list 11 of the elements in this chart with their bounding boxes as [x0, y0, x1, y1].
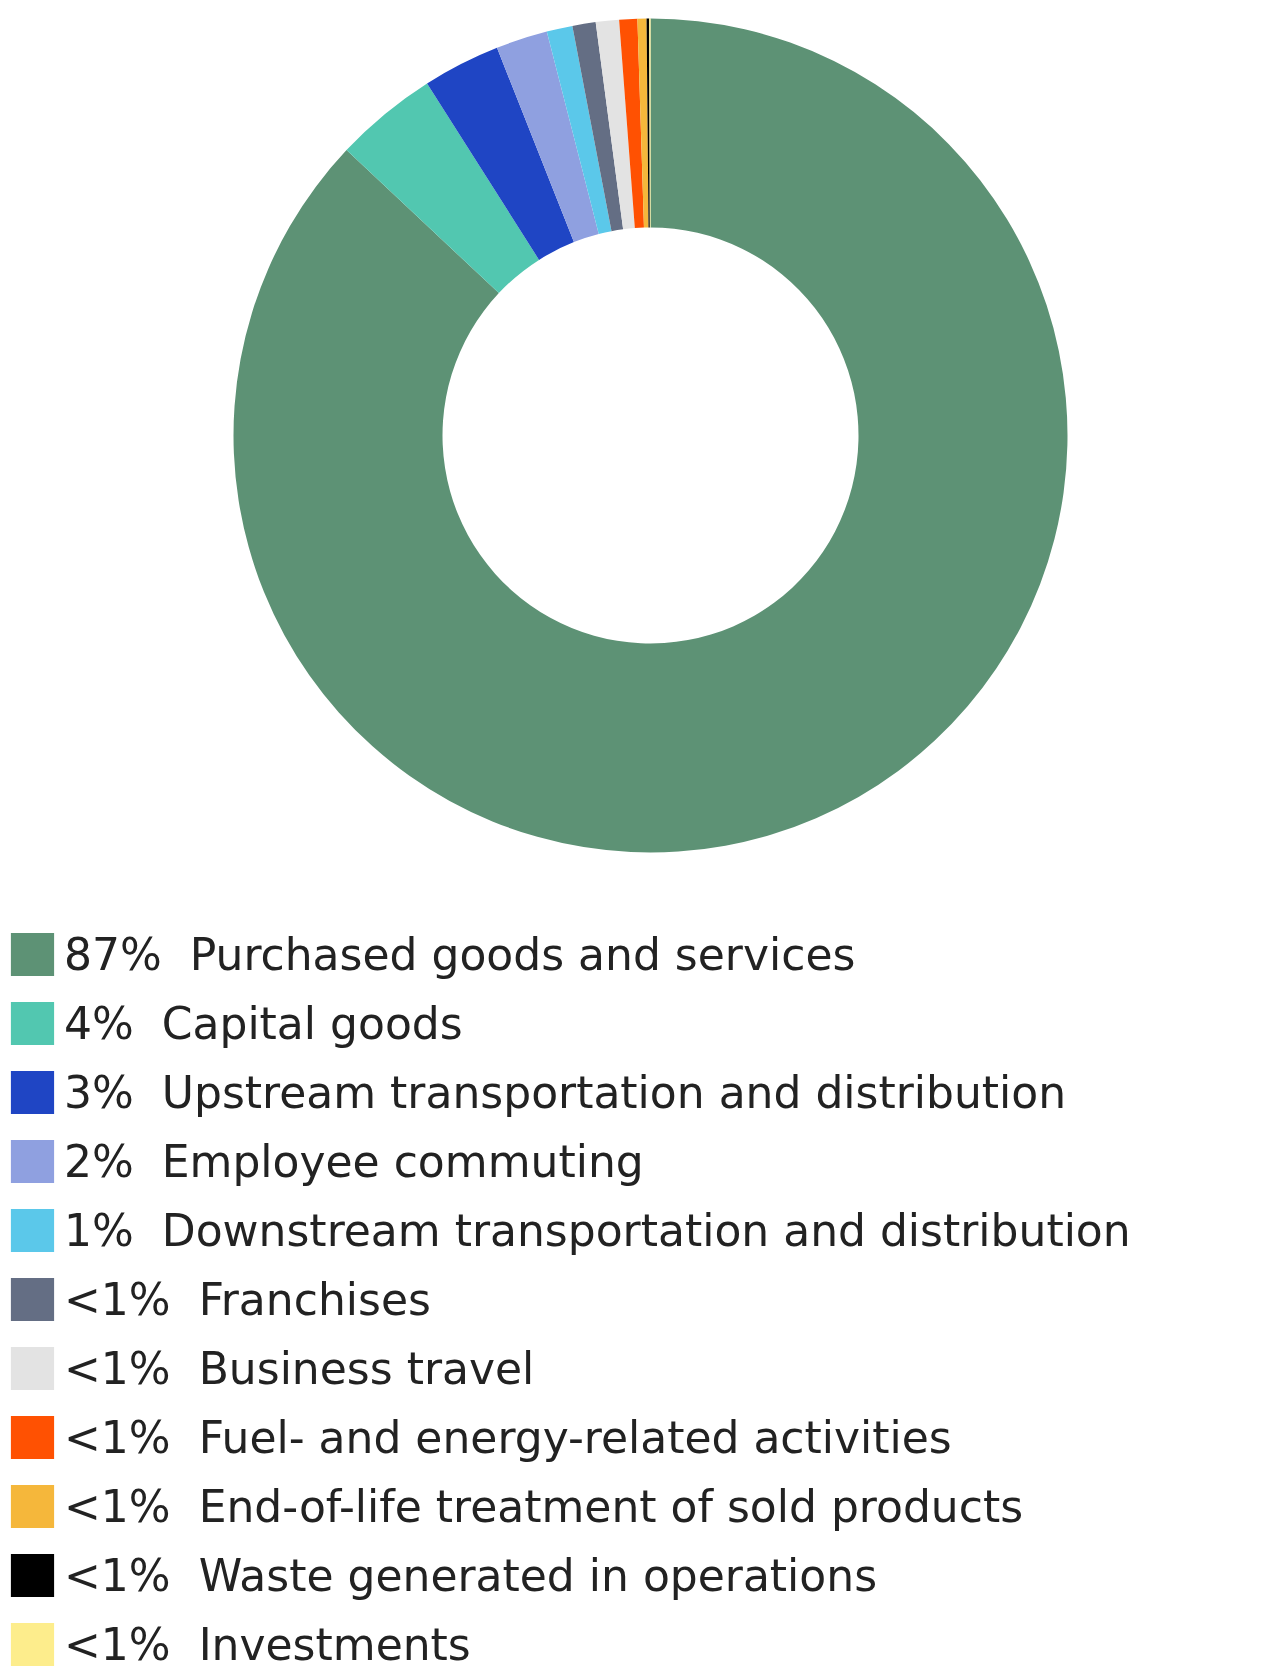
legend-label: 2% Employee commuting: [64, 1134, 644, 1188]
legend-label: <1% Business travel: [64, 1341, 535, 1395]
legend-label: <1% End-of-life treatment of sold products: [64, 1479, 1024, 1533]
legend-label: 3% Upstream transportation and distribution: [64, 1065, 1067, 1119]
legend-label: 4% Capital goods: [64, 996, 463, 1050]
legend-label: <1% Waste generated in operations: [64, 1548, 878, 1602]
legend-label: <1% Investments: [64, 1617, 471, 1671]
legend-label: 1% Downstream transportation and distribution: [64, 1203, 1131, 1257]
legend-label: <1% Franchises: [64, 1272, 431, 1326]
legend-label: <1% Fuel- and energy-related activities: [64, 1410, 952, 1464]
legend-label: 87% Purchased goods and services: [64, 927, 856, 981]
